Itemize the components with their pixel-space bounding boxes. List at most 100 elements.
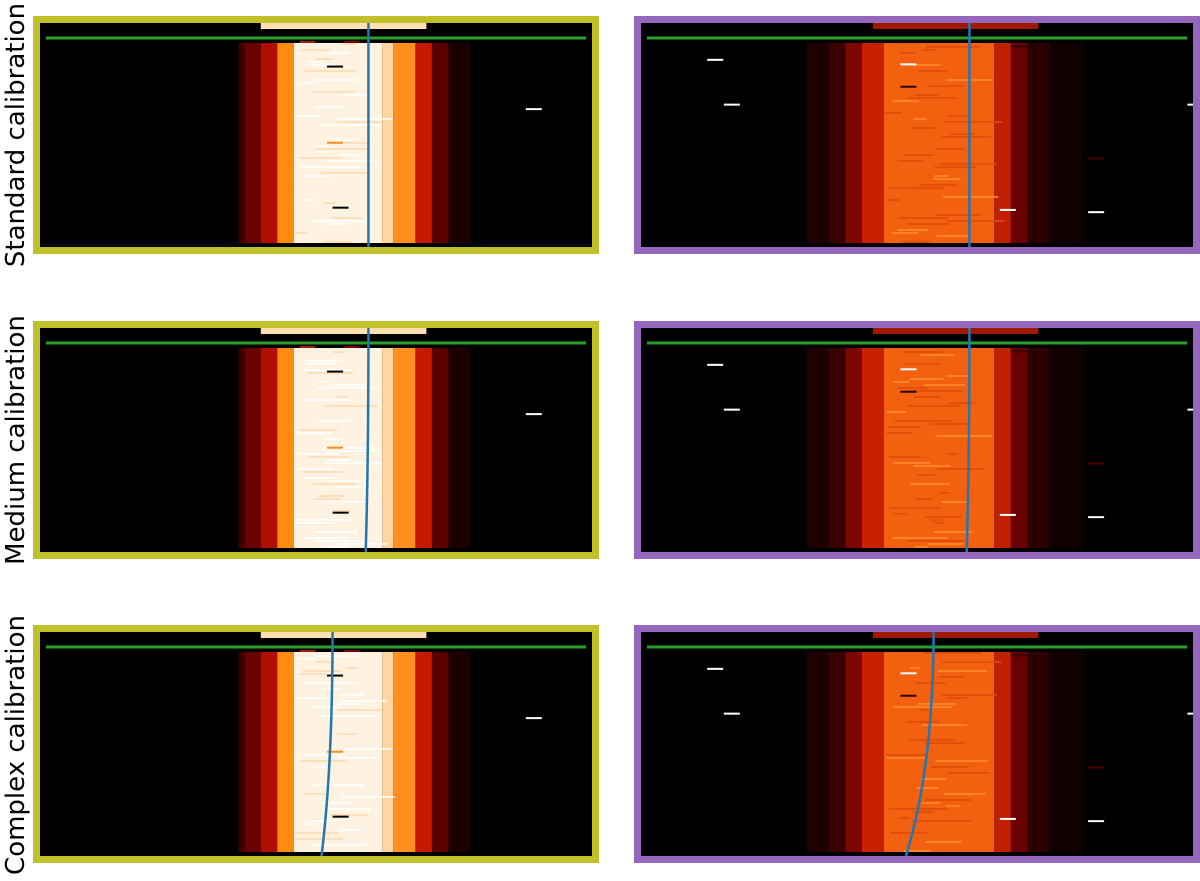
texture-stripe <box>909 378 944 380</box>
texture-stripe <box>330 384 366 386</box>
texture-stripe <box>336 757 378 759</box>
texture-stripe <box>316 420 351 422</box>
texture-stripe <box>299 157 343 159</box>
spectral-band <box>806 43 829 243</box>
blue-trace-line <box>904 632 935 856</box>
spectral-band <box>1049 652 1083 852</box>
spectral-band <box>238 43 245 243</box>
texture-stripe <box>912 820 972 822</box>
spectral-band <box>1049 43 1083 243</box>
texture-stripe <box>328 450 379 452</box>
dash-mark <box>343 345 360 348</box>
spectral-band <box>1010 43 1028 243</box>
texture-stripe <box>316 151 330 153</box>
texture-stripe <box>946 115 970 117</box>
texture-stripe <box>340 796 395 798</box>
texture-stripe <box>909 667 920 669</box>
spectral-band <box>828 652 846 852</box>
texture-stripe <box>935 522 946 524</box>
texture-stripe <box>930 519 942 521</box>
spectral-band <box>431 43 449 243</box>
spectral-band <box>861 348 884 548</box>
panel-complex-right <box>634 625 1200 863</box>
spectral-band <box>994 652 1011 852</box>
texture-stripe <box>300 468 332 470</box>
texture-stripe <box>925 742 965 744</box>
texture-stripe <box>337 703 360 705</box>
texture-stripe <box>326 160 378 162</box>
texture-stripe <box>311 483 357 485</box>
dash-mark <box>194 366 211 369</box>
texture-stripe <box>302 670 342 672</box>
texture-stripe <box>299 673 327 675</box>
texture-stripe <box>294 832 339 834</box>
texture-stripe <box>935 235 970 237</box>
dash-mark <box>900 63 917 66</box>
texture-stripe <box>920 778 947 780</box>
spectral-band <box>448 652 471 852</box>
texture-stripe <box>315 148 367 150</box>
texture-stripe <box>926 46 982 48</box>
texture-stripe <box>888 456 922 458</box>
spectral-band <box>448 43 471 243</box>
texture-stripe <box>918 70 947 72</box>
texture-stripe <box>947 772 990 774</box>
dash-mark <box>900 368 917 371</box>
dash-mark <box>1010 350 1027 353</box>
spectral-band <box>861 43 884 243</box>
dash-mark <box>194 61 211 64</box>
spectral-band <box>861 652 884 852</box>
texture-stripe <box>900 52 916 54</box>
spectral-band <box>393 348 416 548</box>
texture-stripe <box>305 363 336 365</box>
blue-trace-line <box>965 328 971 552</box>
dash-mark <box>723 712 740 715</box>
texture-stripe <box>941 501 970 503</box>
texture-stripe <box>914 498 934 500</box>
texture-stripe <box>947 453 958 455</box>
dash-mark <box>707 58 724 61</box>
spectral-band <box>431 652 449 852</box>
texture-stripe <box>303 70 356 72</box>
texture-stripe <box>344 748 393 750</box>
texture-stripe <box>930 423 968 425</box>
dash-mark <box>1187 712 1193 715</box>
texture-stripe <box>314 58 335 60</box>
texture-stripe <box>311 784 364 786</box>
panel-standard-right <box>634 16 1200 254</box>
texture-stripe <box>936 148 965 150</box>
spectrogram-plot <box>40 23 592 247</box>
texture-stripe <box>938 492 951 494</box>
texture-stripe <box>903 363 940 365</box>
texture-stripe <box>314 531 357 533</box>
spectral-band <box>448 348 471 548</box>
dash-mark <box>327 141 344 144</box>
texture-stripe <box>948 402 976 404</box>
texture-stripe <box>910 483 950 485</box>
texture-stripe <box>892 537 949 539</box>
texture-stripe <box>305 360 343 362</box>
spectral-band <box>244 43 261 243</box>
texture-stripe <box>294 697 334 699</box>
texture-stripe <box>322 501 367 503</box>
texture-stripe <box>898 217 949 219</box>
dash-mark <box>999 817 1016 820</box>
texture-stripe <box>949 133 974 135</box>
texture-stripe <box>925 516 962 518</box>
texture-stripe <box>906 721 939 723</box>
texture-stripe <box>325 405 378 407</box>
texture-stripe <box>892 462 931 464</box>
texture-stripe <box>341 94 366 96</box>
dash-mark <box>299 40 316 43</box>
texture-stripe <box>295 838 344 840</box>
texture-stripe <box>323 808 371 810</box>
dash-mark <box>900 672 917 675</box>
top-strip <box>872 328 1039 334</box>
spectrogram-plot <box>40 632 592 856</box>
texture-stripe <box>894 420 953 422</box>
spectral-band <box>806 348 829 548</box>
blue-trace-line <box>364 328 370 552</box>
texture-stripe <box>907 97 957 99</box>
dash-mark <box>1088 766 1105 769</box>
texture-stripe <box>296 519 354 521</box>
